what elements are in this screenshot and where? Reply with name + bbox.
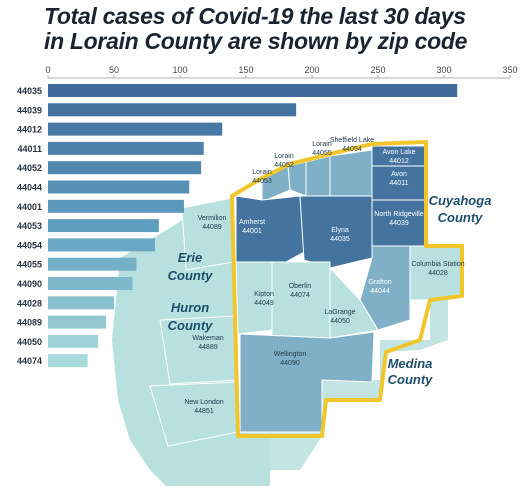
region-zip-44012: 44012 [389,158,409,165]
region-name-44074: Oberlin [289,283,312,290]
bar-label-44090: 44090 [17,279,42,289]
x-axis: 0 50 100 150 200 250 300 350 [45,65,518,79]
bar-label-44001: 44001 [17,202,42,212]
lorain-county-map [112,140,464,486]
bar-44001 [48,199,184,213]
map-region-44090 [239,331,375,433]
region-zip-44039: 44039 [389,220,409,227]
region-name-44052: Lorain [274,153,294,160]
map-region-44035 [299,195,373,269]
x-tick-label-150: 150 [238,65,253,75]
bar-44044 [48,180,190,194]
x-tick-label-50: 50 [109,65,119,75]
region-name-44035: Elyria [331,227,349,234]
bar-series: 44035 44039 44012 44011 44052 44044 44001 44053… [17,84,458,368]
region-name-44090: Wellington [274,351,307,358]
bar-44011 [48,141,204,155]
chart-title: Total cases of Covid-19 the last 30 days… [44,4,524,54]
region-zip-44074: 44074 [290,292,310,299]
county-label-1-b: County [168,318,214,333]
bar-label-44028: 44028 [17,298,42,308]
map-south-land [238,300,448,470]
region-name-44053: Lorain [252,169,272,176]
bar-44053 [48,219,159,233]
bar-44090 [48,277,133,290]
bar-label-44011: 44011 [17,144,42,154]
region-zip-44055: 44055 [312,150,332,157]
bar-44074 [48,354,88,368]
region-name-44044: Grafton [368,279,391,286]
region-name-44028: Columbia Station [411,261,464,268]
bar-label-44012: 44012 [17,125,42,135]
x-tick-label-100: 100 [172,65,187,75]
map-region-44074 [271,261,331,341]
region-zip-44889: 44889 [198,344,218,351]
bar-44089 [48,315,107,329]
region-name-44039: North Ridgeville [374,211,424,218]
region-name-44050: LaGrange [324,309,355,316]
bar-label-44089: 44089 [17,318,42,328]
region-zip-44028: 44028 [428,270,448,277]
region-name-44012: Avon Lake [383,149,416,156]
region-zip-44001: 44001 [242,228,262,235]
bar-44039 [48,103,297,117]
county-label-0-b: County [168,268,214,283]
bar-44052 [48,161,202,175]
map-region-44050 [329,266,379,339]
region-zip-44011: 44011 [390,180,409,187]
region-name-44889: Wakeman [192,335,223,342]
region-zip-44044: 44044 [370,288,390,295]
bar-label-44053: 44053 [17,221,42,231]
county-label-3-a: Medina [388,356,433,371]
bar-44012 [48,122,223,136]
map-region-44055 [305,155,331,201]
bar-44028 [48,296,114,310]
county-label-0-a: Erie [178,250,203,265]
bar-label-44055: 44055 [17,260,42,270]
region-zip-44050: 44050 [330,318,350,325]
bar-label-44044: 44044 [17,183,42,193]
bar-44054 [48,238,155,252]
bar-44055 [48,257,137,271]
bar-label-44054: 44054 [17,240,42,250]
bar-label-44035: 44035 [17,86,42,96]
region-zip-44049: 44049 [254,300,274,307]
map-labels: Avon Lake 44012 Avon 44011 North Ridgeville 4… [168,137,492,415]
bar-label-44050: 44050 [17,337,42,347]
region-name-44049: Kipton [254,291,274,298]
region-zip-44052: 44052 [274,162,294,169]
region-name-44011: Avon [391,171,407,178]
bar-44035 [48,84,458,97]
bar-label-44052: 44052 [17,163,42,173]
region-zip-44090: 44090 [280,360,300,367]
region-name-44851: New London [184,399,223,406]
bar-label-44074: 44074 [17,356,42,366]
region-zip-44054: 44054 [342,146,362,153]
x-tick-label-300: 300 [436,65,451,75]
x-tick-label-350: 350 [502,65,517,75]
region-name-44001: Amherst [239,219,265,226]
region-name-44089: Vermilion [198,215,227,222]
county-label-1-a: Huron [171,300,209,315]
bar-label-44039: 44039 [17,105,42,115]
county-label-2-a: Cuyahoga [429,193,492,208]
region-name-44054: Sheffield Lake [330,137,374,144]
county-label-3-b: County [388,372,434,387]
region-zip-44851: 44851 [194,408,214,415]
map-region-44049 [235,261,273,335]
region-zip-44035: 44035 [330,236,350,243]
x-tick-label-250: 250 [370,65,385,75]
title-line-2: in Lorain County are shown by zip code [44,28,468,54]
county-outline [230,140,464,438]
region-zip-44089: 44089 [202,224,222,231]
title-line-1: Total cases of Covid-19 the last 30 days [44,3,466,29]
region-zip-44053: 44053 [252,178,272,185]
x-tick-label-0: 0 [45,65,50,75]
bar-44050 [48,334,99,348]
region-name-44055: Lorain [312,141,332,148]
x-tick-label-200: 200 [304,65,319,75]
county-label-2-b: County [438,210,484,225]
